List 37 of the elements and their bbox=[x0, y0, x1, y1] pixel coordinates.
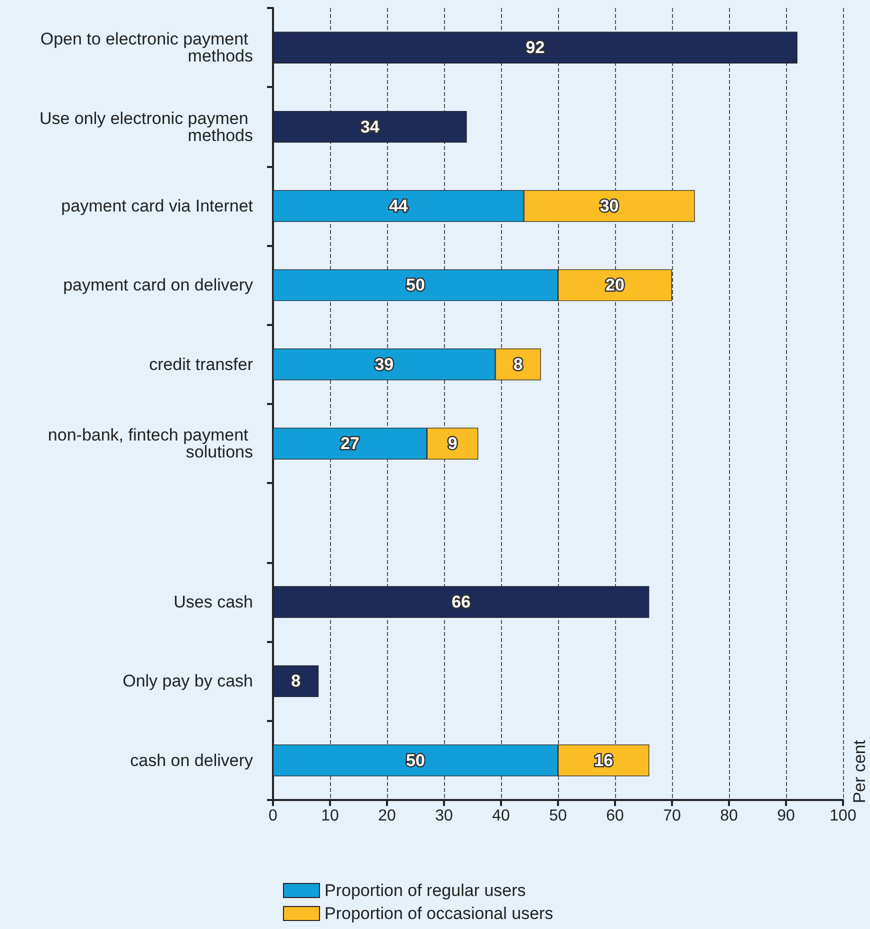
data-label: 9 bbox=[448, 434, 458, 454]
data-label: 16 bbox=[594, 750, 614, 770]
data-label: 92 bbox=[526, 38, 545, 58]
x-tick-label: 40 bbox=[492, 808, 510, 824]
data-label: 20 bbox=[606, 276, 624, 295]
data-label: 30 bbox=[600, 196, 619, 216]
x-tick-label: 60 bbox=[606, 808, 624, 824]
data-label: 34 bbox=[360, 117, 380, 136]
x-tick-label: 50 bbox=[549, 808, 567, 824]
data-label: 50 bbox=[406, 276, 425, 295]
y-tick-label: Uses cash bbox=[174, 592, 253, 612]
y-tick-label: Open to electronic payment methods bbox=[40, 30, 253, 66]
data-label: 8 bbox=[513, 354, 523, 374]
y-tick-label: credit transfer bbox=[149, 354, 254, 374]
x-tick-label: 30 bbox=[435, 808, 453, 824]
legend-label: Proportion of regular users bbox=[324, 881, 526, 900]
x-tick-label: 80 bbox=[720, 808, 738, 824]
x-tick-label: 70 bbox=[663, 808, 681, 824]
y-tick-label: Only pay by cash bbox=[122, 672, 253, 691]
x-tick-label: 100 bbox=[830, 808, 856, 824]
y-tick-label: Use only electronic paymen methods bbox=[39, 108, 253, 145]
y-tick-label: payment card on delivery bbox=[63, 276, 254, 295]
data-label: 27 bbox=[340, 434, 360, 454]
x-tick-label: 20 bbox=[378, 808, 396, 824]
x-tick-label: 10 bbox=[321, 808, 339, 824]
data-label: 50 bbox=[406, 750, 425, 770]
data-label: 44 bbox=[388, 196, 408, 216]
x-tick-label: 90 bbox=[777, 808, 795, 824]
y-tick-label: cash on delivery bbox=[130, 750, 254, 770]
x-tick-label: 0 bbox=[268, 808, 278, 824]
y-tick-label: payment card via Internet bbox=[61, 196, 254, 216]
legend-label: Proportion of occasional users bbox=[324, 904, 554, 923]
text: Per cent bbox=[850, 740, 869, 804]
data-label: 66 bbox=[452, 592, 471, 612]
data-label: 8 bbox=[291, 672, 301, 691]
y-tick-label: non-bank, fintech payment solutions bbox=[48, 426, 253, 462]
data-label: 39 bbox=[374, 354, 394, 374]
